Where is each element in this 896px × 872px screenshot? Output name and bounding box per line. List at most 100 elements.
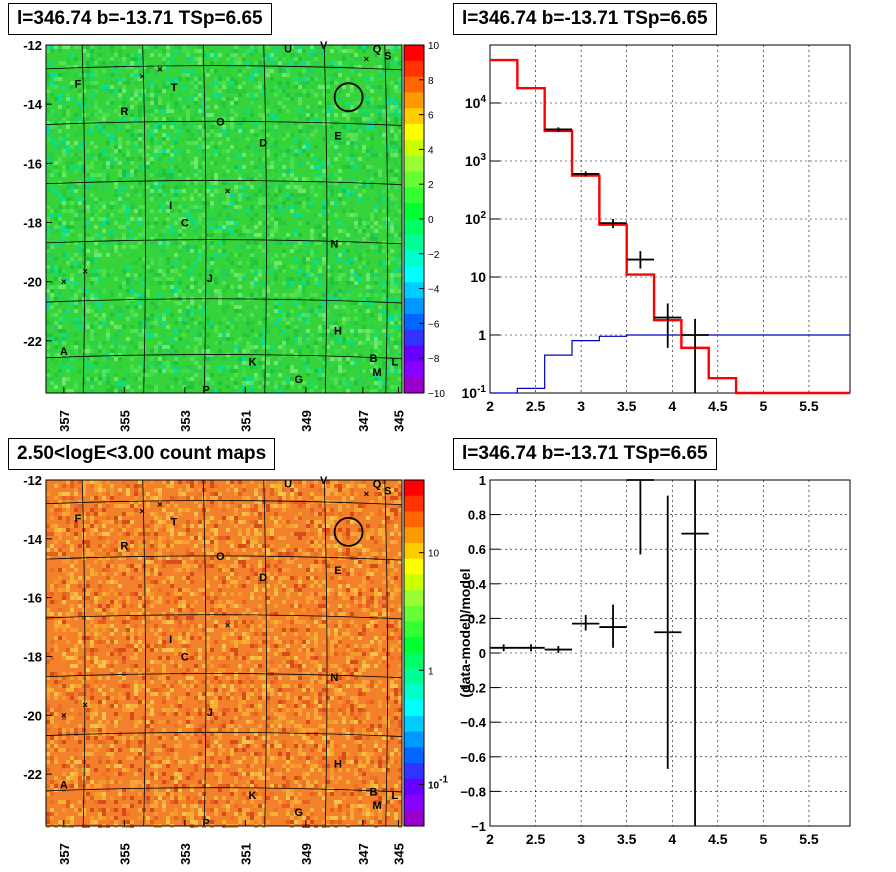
map1-source-label-B: B <box>370 353 378 365</box>
map2-source-label-T: T <box>171 517 178 529</box>
map2-title: 2.50<logE<3.00 count maps <box>8 438 276 470</box>
spectrum-xtick-label: 5 <box>760 398 768 414</box>
spectrum-ytick-label: 103 <box>465 152 487 169</box>
residual-ytick-label: −0.6 <box>460 750 486 765</box>
map2-source-label-M: M <box>372 800 381 812</box>
residual-ytick-label: −1 <box>471 819 486 834</box>
map2-colorbar-tick-label: 10 <box>428 549 440 560</box>
residual-xtick-label: 2.5 <box>526 831 546 847</box>
map1-ytick-label: -18 <box>23 215 42 230</box>
map2-source-label-D: D <box>259 572 267 584</box>
map2-xtick-label: 347 <box>356 843 371 865</box>
map1-colorbar-tick-label: 8 <box>428 76 434 87</box>
map1-source-label-R: R <box>120 106 128 118</box>
map1-source-label-N: N <box>330 238 338 250</box>
map1-xtick-label: 345 <box>391 410 406 432</box>
map2-frame <box>45 479 403 827</box>
spectrum-ytick-label: 10-1 <box>462 384 487 401</box>
map1-source-label-V: V <box>320 40 328 52</box>
map1-source-marker <box>139 73 145 79</box>
map2-ytick-label: -14 <box>23 532 43 547</box>
spectrum-xtick-label: 5.5 <box>799 398 819 414</box>
map2-source-label-V: V <box>320 475 328 487</box>
map2-source-label-I: I <box>169 634 172 646</box>
map1-colorbar-tick-label: 2 <box>428 180 434 191</box>
map2-source-label-J: J <box>207 707 213 719</box>
map2-pixel-grid <box>46 480 402 828</box>
spectrum-ytick-label: 102 <box>465 210 487 227</box>
map1-xtick-label: 349 <box>299 410 314 432</box>
map1-ytick-label: -12 <box>23 38 42 53</box>
map2-source-marker <box>61 712 67 718</box>
map2-test-source-circle <box>333 517 364 547</box>
residual-ytick-label: −0.8 <box>460 784 486 799</box>
map1-ytick-label: -16 <box>23 156 42 171</box>
spectrum-xtick-label: 3 <box>577 398 585 414</box>
map2-source-label-S: S <box>384 485 391 497</box>
residual-xtick-label: 3.5 <box>617 831 637 847</box>
map2-source-marker <box>139 508 145 514</box>
residual-title: l=346.74 b=-13.71 TSp=6.65 <box>453 438 717 470</box>
map1-source-label-L: L <box>392 357 399 369</box>
map1-ytick-label: -22 <box>23 334 42 349</box>
map1-colorbar-tick-label: 4 <box>428 145 434 156</box>
spectrum-title: l=346.74 b=-13.71 TSp=6.65 <box>453 3 717 35</box>
residual-ytick-label: 0.8 <box>468 508 486 523</box>
map1-source-label-Q: Q <box>373 43 382 55</box>
map2-xtick-label: 357 <box>57 843 72 865</box>
map1-source-label-J: J <box>207 273 213 285</box>
map1-xtick-label: 351 <box>238 410 253 432</box>
map1-source-marker <box>61 279 67 284</box>
map2-source-label-B: B <box>370 786 378 798</box>
map1-test-source-circle <box>333 82 364 113</box>
map1-source-label-C: C <box>181 217 189 229</box>
map1-xtick-label: 355 <box>117 410 132 432</box>
map2-source-label-A: A <box>60 779 68 791</box>
map1-ytick-label: -14 <box>23 97 43 112</box>
residual-ytick-label: 0 <box>479 646 486 661</box>
spectrum-xtick-label: 4.5 <box>708 398 728 414</box>
map1-source-label-F: F <box>75 78 82 90</box>
map2-coord-grid <box>45 479 403 827</box>
map1-source-label-P: P <box>203 385 210 397</box>
map1-coord-grid <box>45 44 403 394</box>
map2-ytick-label: -22 <box>23 767 42 782</box>
map2-source-label-U: U <box>284 478 292 490</box>
map2-source-label-C: C <box>181 651 189 663</box>
spectrum-series-blue <box>490 334 850 394</box>
map2-source-label-O: O <box>216 551 225 563</box>
map2-source-label-H: H <box>334 759 342 771</box>
map2-colorbar-tick-label: 10-1 <box>428 774 448 791</box>
map1-colorbar-tick-label: 0 <box>428 215 434 226</box>
map1-source-label-H: H <box>334 325 342 337</box>
map1-source-label-I: I <box>169 200 172 212</box>
spectrum-xtick-label: 4 <box>668 398 676 414</box>
map1-source-label-M: M <box>372 367 381 379</box>
residual-ytick-label: 1 <box>479 473 486 488</box>
map1-ytick-label: -20 <box>23 275 42 290</box>
map1-colorbar-tick-label: 6 <box>428 111 434 122</box>
residual-ytick-label: 0.4 <box>468 577 487 592</box>
map2-colorbar <box>404 480 424 827</box>
spectrum-ytick-label: 1 <box>478 327 486 343</box>
residual-ytick-label: 0.2 <box>468 611 486 626</box>
map2-xtick-label: 351 <box>238 843 253 865</box>
spectrum-ytick-label: 10 <box>470 269 486 285</box>
map1-source-label-G: G <box>294 374 303 386</box>
map1-source-label-K: K <box>249 357 257 369</box>
spectrum-series-red <box>490 58 850 395</box>
map2-source-marker <box>225 622 230 628</box>
map2-source-marker <box>157 501 163 507</box>
residual-xtick-label: 5 <box>760 831 768 847</box>
map2-xtick-label: 345 <box>391 843 406 865</box>
residual-xtick-label: 4 <box>668 831 676 847</box>
map2-ytick-label: -18 <box>23 649 42 664</box>
residual-ytick-label: −0.4 <box>460 715 486 730</box>
map2-colorbar-tick-label: 1 <box>428 666 434 677</box>
spectrum-ytick-label: 104 <box>465 94 487 111</box>
spectrum-xtick-label: 2 <box>486 398 494 414</box>
map2-ytick-label: -16 <box>23 591 42 606</box>
residual-xtick-label: 2 <box>486 831 494 847</box>
map1-source-label-S: S <box>384 50 391 62</box>
map1-colorbar-tick-label: −4 <box>428 285 440 296</box>
